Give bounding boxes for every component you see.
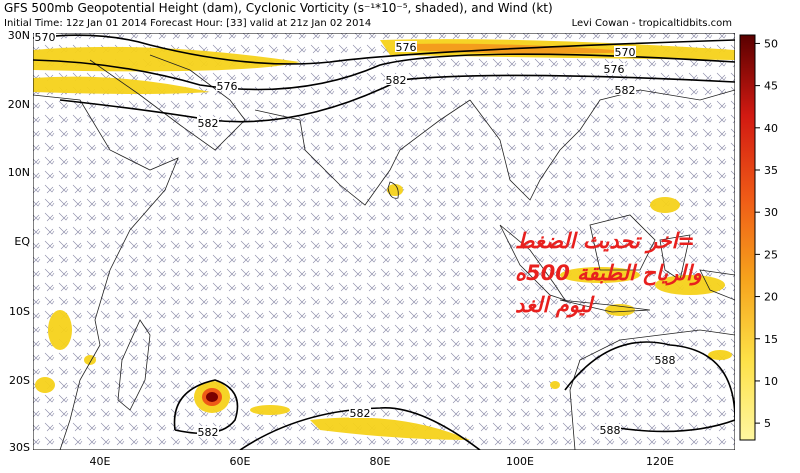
contour-label-bg (603, 63, 625, 74)
contour-label: 582 (350, 407, 371, 420)
lon-label: 80E (370, 455, 391, 468)
lat-label: 10S (9, 305, 30, 318)
annotation-line: =اخر تحديث الضغط (515, 229, 695, 254)
contour-label: 582 (386, 74, 407, 87)
lat-label: EQ (14, 235, 30, 248)
colorbar-tick-label: 40 (764, 122, 778, 135)
contour-label: 576 (217, 80, 238, 93)
lon-label: 120E (646, 455, 674, 468)
lon-label: 60E (230, 455, 251, 468)
colorbar-tick-label: 45 (764, 80, 778, 93)
contour-label-bg (654, 354, 676, 365)
colorbar-tick-label: 50 (764, 37, 778, 50)
lon-label: 40E (90, 455, 111, 468)
credit: Levi Cowan - tropicaltidbits.com (572, 18, 732, 29)
annotation-line: والرياح الطبقة 500ه (515, 261, 702, 286)
height-contours (33, 34, 735, 450)
contour-label-bg (197, 426, 219, 437)
contour-label: 588 (600, 424, 621, 437)
colorbar (739, 34, 756, 441)
contour-label-bg (614, 84, 636, 95)
contour-label-bg (385, 74, 407, 85)
lat-label: 20S (9, 374, 30, 387)
contour-label-bg (395, 41, 417, 52)
colorbar-tick-label: 20 (764, 291, 778, 304)
contour-label: 576 (604, 63, 625, 76)
contour-label: 588 (655, 354, 676, 367)
contour-label-bg (599, 424, 621, 435)
contour-label: 582 (198, 117, 219, 130)
map-area (33, 33, 735, 450)
contour-label-bg (216, 80, 238, 91)
coastlines (33, 54, 735, 450)
colorbar-tick-label: 5 (764, 417, 771, 430)
contour-label: 582 (615, 84, 636, 97)
contour-label: 582 (198, 426, 219, 439)
lat-label: 10N (8, 166, 30, 179)
lat-label: 30N (8, 29, 30, 42)
lon-label: 100E (506, 455, 534, 468)
colorbar-tick-label: 15 (764, 333, 778, 346)
lat-label: 20N (8, 98, 30, 111)
contour-label-bg (34, 31, 56, 42)
colorbar-tick-label: 30 (764, 206, 778, 219)
contour-label: 570 (615, 46, 636, 59)
contour-label-bg (614, 46, 636, 57)
annotation-line: ليوم الغد (515, 293, 595, 318)
colorbar-tick-label: 10 (764, 375, 778, 388)
contour-label: 570 (35, 31, 56, 44)
contour-label: 576 (396, 41, 417, 54)
colorbar-tick-label: 35 (764, 164, 778, 177)
annotation: =اخر تحديث الضغط والرياح الطبقة 500ه ليوم … (515, 229, 702, 318)
colorbar-tick-label: 25 (764, 248, 778, 261)
contour-label-bg (197, 117, 219, 128)
title: GFS 500mb Geopotential Height (dam), Cyc… (4, 1, 553, 15)
subtitle: Initial Time: 12z Jan 01 2014 Forecast H… (4, 18, 371, 29)
contour-label-bg (349, 407, 371, 418)
lat-label: 30S (9, 441, 30, 454)
